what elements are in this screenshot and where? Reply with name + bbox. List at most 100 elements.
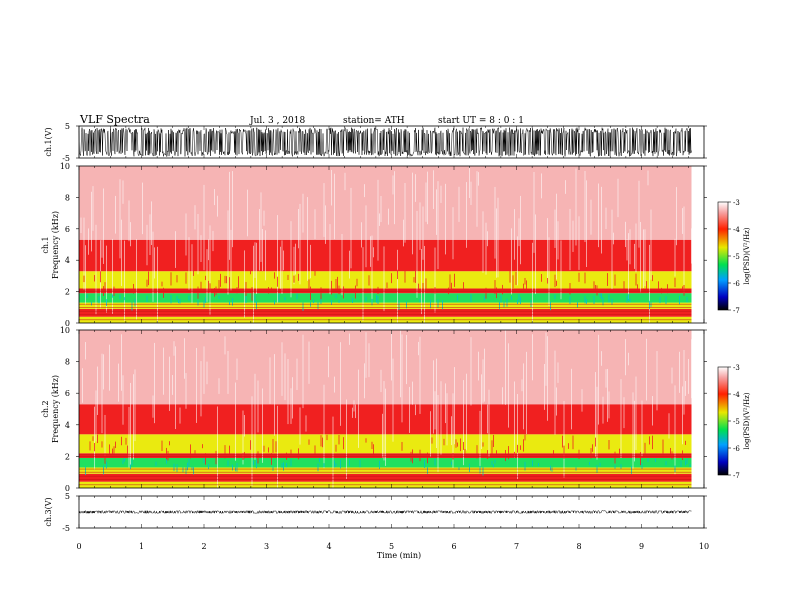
ch1-spectrogram-speckle [569,296,571,305]
ch1-spectrogram-streak [364,184,365,198]
ch1-spectrogram-speckle [646,281,647,293]
ch1-spectrogram-streak [419,202,421,250]
ch2-spectrogram-speckle [365,438,367,443]
ch2-spectrogram-streak [218,378,220,394]
ch1-spectrogram-speckle [377,286,379,294]
ch2-spectrogram-streak [277,405,278,496]
ch1-spectrogram-speckle [146,279,148,287]
ch1-spectrogram-speckle [484,296,485,301]
ch1-spectrogram-speckle [91,302,92,306]
ch1-spectrogram-streak [293,246,295,285]
ch2-spectrogram-speckle [124,458,125,462]
ch1-spectrogram-streak [370,236,371,267]
ch2-spectrogram-speckle [314,445,316,455]
ch1-spectrogram-streak [256,242,257,294]
ch2-spectrogram-speckle [524,461,526,471]
ch2-spectrogram-speckle [419,449,421,462]
ch2-spectrogram-speckle [208,463,209,470]
ch1-spectrogram-streak [209,225,211,316]
ch1-spectrogram-speckle [506,298,508,307]
ch2-spectrogram-speckle [268,447,269,453]
ch1-spectrogram-speckle [113,286,115,296]
ch2-spectrogram-streak [596,386,598,460]
ch2-spectrogram-speckle [665,461,667,466]
ch1-spectrogram-streak [683,206,685,293]
ch2-spectrogram-streak [368,343,370,378]
ch2-spectrogram-streak [235,382,236,461]
ch2-spectrogram-speckle [122,459,124,465]
ch1-waveform-ylabel: ch.1(V) [44,127,53,156]
ch1-spectrogram-streak [295,243,296,275]
ch1-spectrogram-streak [244,250,245,318]
ch2-spectrogram-speckle [298,448,299,460]
ch2-spectrogram-streak [446,393,448,446]
ch3-waveform-ylabel: ch.3(V) [44,497,53,526]
ch1-spectrogram-speckle [134,298,136,307]
ch1-spectrogram-speckle [629,298,631,303]
ch2-spectrogram-streak [391,330,392,381]
ch1-spectrogram-speckle [518,293,520,302]
ch2-spectrogram-speckle [644,442,646,456]
ch2-spectrogram-speckle [94,442,95,452]
ch1-spectrogram-speckle [547,278,548,284]
ch1-spectrogram-speckle [569,283,571,295]
ch1-spectrogram-streak [494,186,496,259]
ch2-spectrogram-streak [349,333,350,345]
ch1-spectrogram-streak [92,186,94,231]
ch1-spectrogram-streak [617,178,619,218]
ch1-spectrogram-speckle [530,300,532,308]
ch1-spectrogram-streak [397,249,398,323]
ch1-spectrogram-speckle [541,274,542,282]
ch2-spectrogram-streak [514,381,515,458]
ch1-spectrogram-band-green [79,293,692,303]
ch2-spectrogram-streak [365,332,367,378]
ch1-spectrogram-streak [605,207,607,229]
ch1-spectrogram-streak [421,249,422,315]
ch2-spectrogram-speckle [482,442,484,447]
ch1-spectrogram-streak [511,228,512,295]
ch2-spectrogram-speckle [494,459,496,464]
ch1-spectrogram-streak [427,171,428,225]
time-axis-tick-label: 10 [699,542,709,551]
ch2-spectrogram-streak [605,369,607,388]
ch1-spectrogram-streak [422,206,424,260]
ch1-spectrogram-speckle [170,295,172,304]
ch1-spectrogram-speckle [649,300,650,310]
ch1-spectrogram-speckle [682,286,683,293]
ch1-spectrogram-streak [91,191,92,252]
ch1-spectrogram-streak [151,201,152,246]
ch1-spectrogram-streak [625,221,626,248]
ch2-spectrogram-speckle [272,465,274,471]
ch1-spectrogram-speckle [554,294,556,300]
time-axis-tick-label: 8 [576,542,581,551]
ch2-spectrogram-streak [118,363,119,402]
ch1-spectrogram-ytick-label: 4 [65,256,70,265]
ch1-spectrogram-speckle [608,294,610,303]
ch2-frequency-axis-label: Frequency (kHz) [51,375,60,443]
ch2-spectrogram-speckle [224,445,226,459]
ch1-spectrogram-streak [194,205,196,230]
ch1-spectrogram-streak [371,235,373,305]
ch1-spectrogram-speckle [406,301,407,309]
ch1-spectrogram-speckle [104,282,106,292]
ch2-spectrogram-speckle [115,441,116,449]
ch1-spectrogram-streak [518,218,520,247]
ch1-frequency-axis-label: Frequency (kHz) [51,211,60,279]
ch2-spectrogram-speckle [194,450,196,455]
ch2-spectrogram-speckle [671,451,673,460]
ch2-colorbar-tick-label: -3 [733,364,740,372]
ch2-spectrogram-speckle [290,459,292,467]
ch2-spectrogram-streak [526,351,527,435]
ch2-spectrogram-speckle [97,434,98,444]
ch2-spectrogram-streak [380,369,382,393]
ch1-spectrogram-streak [586,180,587,267]
ch2-spectrogram-streak [470,337,472,406]
time-axis-tick-label: 9 [639,542,644,551]
ch1-spectrogram-speckle [193,270,194,276]
ch1-spectrogram-streak [650,209,652,280]
ch1-spectrogram-speckle [178,298,179,304]
ch1-spectrogram-speckle [593,296,595,305]
ch2-spectrogram-speckle [523,439,524,452]
ch2-colorbar-label: log(PSD)(V²/Hz) [743,392,751,449]
ch2-spectrogram-speckle [479,465,481,474]
